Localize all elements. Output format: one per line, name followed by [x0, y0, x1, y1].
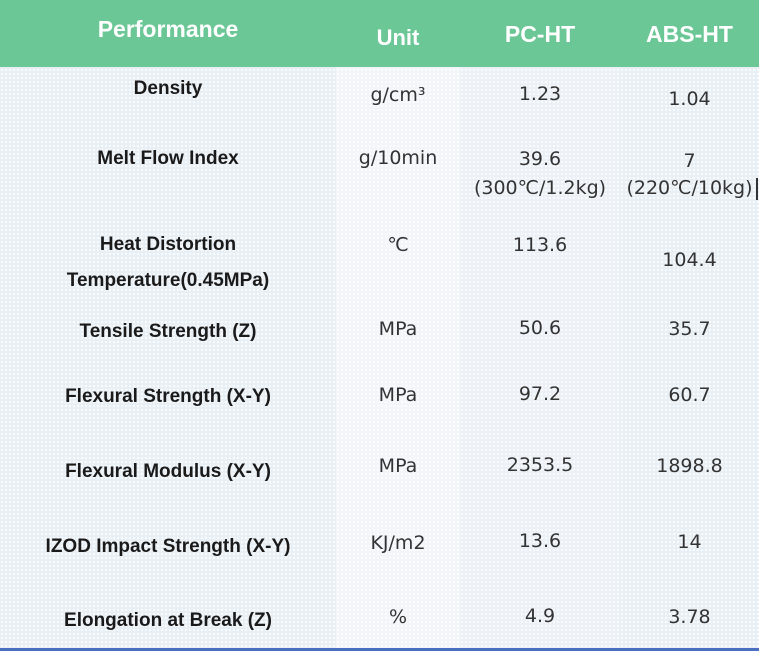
pc-column-band [460, 67, 620, 651]
table-row: Tensile Strength (Z) MPa 50.6 35.7 [0, 312, 759, 352]
pc-ht-value: 2353.5 [506, 454, 574, 477]
property-unit: ℃ [387, 234, 409, 256]
property-name: Heat Distortion Temperature(0.45MPa) [66, 233, 270, 291]
property-name: Flexural Strength (X-Y) [65, 385, 271, 407]
abs-ht-value: 60.7 [668, 383, 711, 406]
property-name: Density [133, 77, 203, 99]
text-cursor [756, 178, 758, 200]
property-name: Tensile Strength (Z) [79, 320, 257, 342]
abs-ht-value: 14 [677, 530, 702, 553]
property-name: Melt Flow Index [97, 148, 239, 169]
property-unit: % [388, 606, 408, 628]
property-unit: MPa [378, 455, 418, 477]
property-name: IZOD Impact Strength (X-Y) [45, 535, 291, 557]
table-row: Flexural Modulus (X-Y) MPa 2353.5 1898.8 [0, 452, 759, 492]
table-row: Density g/cm³ 1.23 1.04 [0, 75, 759, 115]
unit-column-band [336, 67, 460, 651]
property-unit: g/10min [358, 147, 438, 169]
abs-ht-value: 1.04 [668, 87, 711, 110]
table-row: IZOD Impact Strength (X-Y) KJ/m2 13.6 14 [0, 527, 759, 567]
property-unit: MPa [378, 384, 418, 406]
abs-ht-value: 35.7 [668, 317, 711, 340]
property-name: Elongation at Break (Z) [64, 609, 272, 631]
abs-ht-value: 7 (220℃/10kg) [626, 150, 753, 199]
abs-ht-value: 1898.8 [656, 454, 723, 477]
pc-ht-value: 39.6 (300℃/1.2kg) [473, 148, 607, 200]
property-name: Flexural Modulus (X-Y) [65, 460, 271, 482]
pc-ht-value: 113.6 [512, 234, 568, 256]
property-unit: KJ/m2 [370, 532, 426, 554]
header-pc-ht: PC-HT [504, 21, 576, 47]
header-abs-ht: ABS-HT [646, 21, 733, 47]
property-unit: MPa [378, 318, 418, 340]
table-row: Flexural Strength (X-Y) MPa 97.2 60.7 [0, 377, 759, 417]
table-row: Heat Distortion Temperature(0.45MPa) ℃ 1… [0, 226, 759, 300]
abs-ht-value: 104.4 [662, 249, 717, 271]
header-unit: Unit [376, 24, 420, 50]
header-performance: Performance [97, 16, 239, 42]
abs-ht-value: 3.78 [668, 605, 711, 628]
pc-ht-value: 1.23 [518, 83, 562, 106]
table-row: Melt Flow Index g/10min 39.6 (300℃/1.2kg… [0, 140, 759, 210]
property-unit: g/cm³ [370, 84, 426, 106]
pc-ht-value: 97.2 [518, 383, 562, 406]
table-bottom-border [0, 648, 759, 651]
table-row: Elongation at Break (Z) % 4.9 3.78 [0, 601, 759, 641]
pc-ht-value: 50.6 [518, 317, 562, 340]
pc-ht-value: 13.6 [518, 530, 562, 553]
table-header: Performance Unit PC-HT ABS-HT [0, 0, 759, 67]
pc-ht-value: 4.9 [524, 605, 556, 628]
